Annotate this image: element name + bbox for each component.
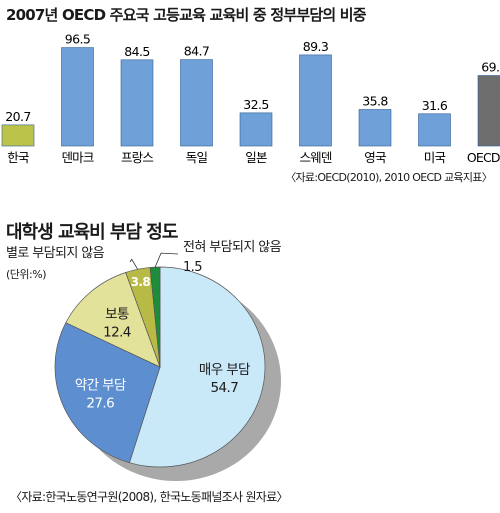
bar-chart-title: 2007년 OECD 주요국 고등교육 교육비 중 정부부담의 비중 (6, 6, 367, 24)
pie-slice (65, 272, 161, 368)
bar-category-label: 덴마크 (61, 150, 93, 165)
pie-chart-title: 대학생 교육비 부담 정도 (6, 222, 178, 243)
bar-category-label: 한국 (7, 150, 29, 165)
bar-value-label: 35.8 (362, 93, 388, 108)
bar-value-label: 96.5 (65, 32, 90, 47)
bar (180, 59, 213, 147)
pie-slice-value: 54.7 (211, 380, 239, 396)
pie-unit: (단위:%) (6, 268, 46, 281)
bar-value-label: 32.5 (243, 97, 268, 112)
bar (418, 113, 451, 147)
bar (61, 47, 94, 147)
pie-slice-label: 약간 부담 (75, 378, 126, 394)
bar (358, 109, 392, 147)
bar-chart-source: 〈자료:OECD(2010), 2010 OECD 교육지표〉 (285, 171, 493, 184)
bar-value-label: 84.5 (124, 44, 149, 59)
bar (299, 54, 332, 147)
bar-category-label: 일본 (245, 150, 267, 165)
bar-value-label: 20.7 (5, 109, 30, 124)
pie-slice (54, 322, 161, 464)
bar-category-label: 스웨덴 (299, 150, 331, 165)
pie-leader-line (129, 258, 139, 270)
pie-slice (128, 266, 266, 468)
pie-slice-label: 전혀 부담되지 않음 (183, 240, 282, 255)
pie-slice-value: 1.5 (183, 260, 202, 275)
pie-slice-value: 12.4 (103, 324, 131, 340)
bar-category-label: 영국 (364, 150, 386, 165)
pie-slice-value: 3.8 (131, 275, 151, 289)
bar-category-label: OECD평균 (467, 150, 500, 165)
pie-slice-label: 보통 (105, 306, 129, 322)
pie-leader-line (154, 252, 179, 268)
pie-slice-label: 매우 부담 (199, 362, 250, 378)
bar-value-label: 89.3 (303, 39, 328, 54)
bar-category-label: 미국 (424, 150, 446, 165)
pie-slice (149, 266, 161, 368)
bar-category-label: 프랑스 (121, 150, 153, 165)
bar (1, 124, 35, 147)
bar-value-label: 69.1 (481, 60, 500, 75)
bar-category-label: 독일 (186, 150, 208, 165)
pie-chart-source: 〈자료:한국노동연구원(2008), 한국노동패널조사 원자료〉 (10, 490, 288, 504)
bar (239, 112, 273, 147)
bar (120, 59, 154, 147)
pie-label-not-much-burden: 별로 부담되지 않음 (6, 246, 105, 261)
bar-value-label: 31.6 (422, 98, 448, 113)
bar-value-label: 84.7 (184, 44, 209, 59)
pie-slice-value: 27.6 (86, 396, 114, 412)
bar (477, 75, 500, 147)
